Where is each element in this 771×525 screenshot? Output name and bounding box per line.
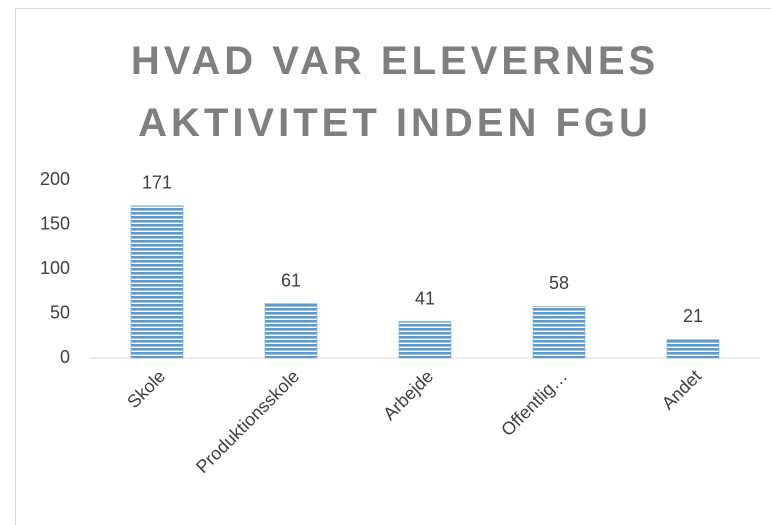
data-label: 41 [415, 288, 435, 308]
bar [666, 339, 720, 359]
y-tick-label: 150 [40, 213, 70, 233]
bar [130, 205, 184, 359]
data-label: 58 [549, 273, 569, 293]
bar [532, 306, 586, 359]
y-tick-label: 200 [40, 169, 70, 189]
chart-title: HVAD VAR ELEVERNES AKTIVITET INDEN FGU [130, 39, 660, 145]
x-tick-label: Skole [123, 366, 169, 412]
y-tick-label: 100 [40, 258, 70, 278]
x-tick-label: Offentlig… [497, 366, 571, 440]
x-tick-label: Andet [658, 366, 705, 413]
data-label: 21 [683, 306, 703, 326]
x-tick-label: Produktionsskole [192, 366, 303, 477]
data-label: 61 [281, 270, 301, 290]
data-label: 171 [142, 173, 172, 193]
y-tick-label: 50 [50, 302, 70, 322]
bar [398, 321, 452, 359]
y-tick-label: 0 [60, 347, 70, 367]
chart-frame [15, 8, 771, 525]
x-tick-label: Arbejde [379, 366, 437, 424]
bar [264, 303, 318, 359]
